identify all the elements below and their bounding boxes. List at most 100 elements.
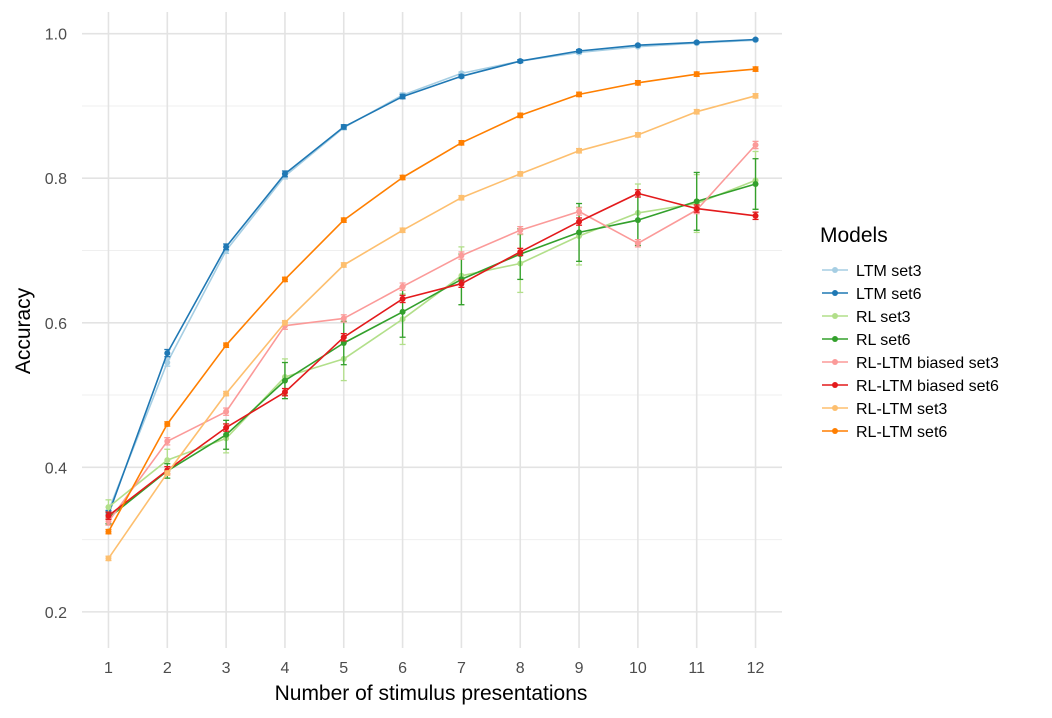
data-point <box>752 141 759 148</box>
x-tick-label: 5 <box>339 660 348 677</box>
data-point <box>164 470 171 477</box>
data-point <box>281 170 288 177</box>
legend-label: RL-LTM biased set3 <box>856 355 999 372</box>
legend-item: RL-LTM biased set3 <box>822 355 999 372</box>
data-point <box>399 295 406 302</box>
legend-item: RL set3 <box>822 309 911 326</box>
series-line <box>108 179 756 508</box>
data-point <box>693 39 700 46</box>
data-point <box>399 283 406 290</box>
y-tick-label: 0.2 <box>45 605 67 622</box>
data-point <box>458 252 465 259</box>
data-point <box>164 438 171 445</box>
data-point <box>105 512 112 519</box>
data-point <box>340 261 347 268</box>
data-point <box>281 377 288 384</box>
x-tick-label: 3 <box>222 660 231 677</box>
y-tick-label: 0.8 <box>45 171 67 188</box>
data-point <box>223 424 230 431</box>
series-ltm-set3 <box>105 37 759 515</box>
data-point <box>576 218 583 225</box>
series-line <box>107 39 756 511</box>
legend-label: RL-LTM set6 <box>856 424 947 441</box>
legend-label: RL set6 <box>856 332 911 349</box>
legend-item: RL-LTM set3 <box>822 401 947 418</box>
data-point <box>693 198 700 205</box>
data-point <box>399 308 406 315</box>
data-point <box>105 555 112 562</box>
legend-label: LTM set6 <box>856 286 922 303</box>
data-point <box>693 205 700 212</box>
x-tick-label: 11 <box>688 660 705 677</box>
data-point <box>399 93 406 100</box>
data-point <box>281 319 288 326</box>
y-axis-ticks: 0.2 0.4 0.6 0.8 1.0 <box>45 27 67 622</box>
legend-item: RL-LTM biased set6 <box>822 378 999 395</box>
data-point <box>281 389 288 396</box>
series-rl-ltm-set3 <box>105 92 759 562</box>
data-point <box>223 431 230 438</box>
data-point <box>752 66 759 73</box>
legend-label: RL set3 <box>856 309 911 326</box>
data-point <box>634 240 641 247</box>
series-ltm-set6 <box>105 36 759 519</box>
data-point <box>340 123 347 130</box>
legend-key-point <box>832 336 838 342</box>
data-point <box>752 92 759 99</box>
data-point <box>399 174 406 181</box>
data-point <box>517 58 524 65</box>
y-axis-title: Accuracy <box>12 287 35 374</box>
legend-key-point <box>832 313 838 319</box>
data-point <box>517 248 524 255</box>
legend-item: RL set6 <box>822 332 911 349</box>
legend-label: RL-LTM set3 <box>856 401 947 418</box>
x-tick-label: 9 <box>575 660 584 677</box>
series-rl-ltm-set6 <box>105 66 759 535</box>
data-point <box>458 194 465 201</box>
legend-key-point <box>832 290 838 296</box>
x-tick-label: 2 <box>163 660 172 677</box>
x-tick-label: 10 <box>629 660 647 677</box>
data-point <box>105 518 112 525</box>
legend-label: RL-LTM biased set6 <box>856 378 999 395</box>
data-point <box>576 91 583 98</box>
y-tick-label: 0.6 <box>45 316 67 333</box>
y-tick-label: 0.4 <box>45 460 67 477</box>
data-point <box>458 276 465 283</box>
series-line <box>108 192 756 517</box>
data-point <box>105 528 112 535</box>
data-point <box>634 190 641 197</box>
series-line <box>107 38 756 515</box>
data-point <box>634 42 641 49</box>
series-line <box>107 95 756 559</box>
y-tick-label: 1.0 <box>45 27 67 44</box>
data-point <box>164 457 171 464</box>
series-line <box>107 68 756 532</box>
series-rl-set3 <box>105 150 759 515</box>
legend: Models LTM set3 LTM set6 RL set3 RL set6 RL-… <box>820 224 999 441</box>
x-tick-label: 4 <box>280 660 289 677</box>
data-point <box>693 108 700 115</box>
data-point <box>223 243 230 250</box>
legend-key-point <box>832 428 838 434</box>
data-point <box>340 340 347 347</box>
legend-key-point <box>832 359 838 365</box>
data-point <box>517 112 524 119</box>
legend-label: LTM set3 <box>856 263 922 280</box>
data-point <box>105 504 112 511</box>
data-point <box>458 73 465 80</box>
x-tick-label: 12 <box>747 660 765 677</box>
data-point <box>223 390 230 397</box>
x-tick-label: 8 <box>516 660 525 677</box>
x-axis-ticks: 1 2 3 4 5 6 7 8 9 10 11 12 <box>104 660 765 677</box>
data-point <box>399 227 406 234</box>
data-point <box>576 208 583 215</box>
data-point <box>752 36 759 43</box>
data-point <box>164 359 171 366</box>
data-point <box>223 342 230 349</box>
x-axis-title: Number of stimulus presentations <box>275 682 588 705</box>
data-point <box>458 280 465 287</box>
legend-title: Models <box>820 224 888 247</box>
data-point <box>164 420 171 427</box>
